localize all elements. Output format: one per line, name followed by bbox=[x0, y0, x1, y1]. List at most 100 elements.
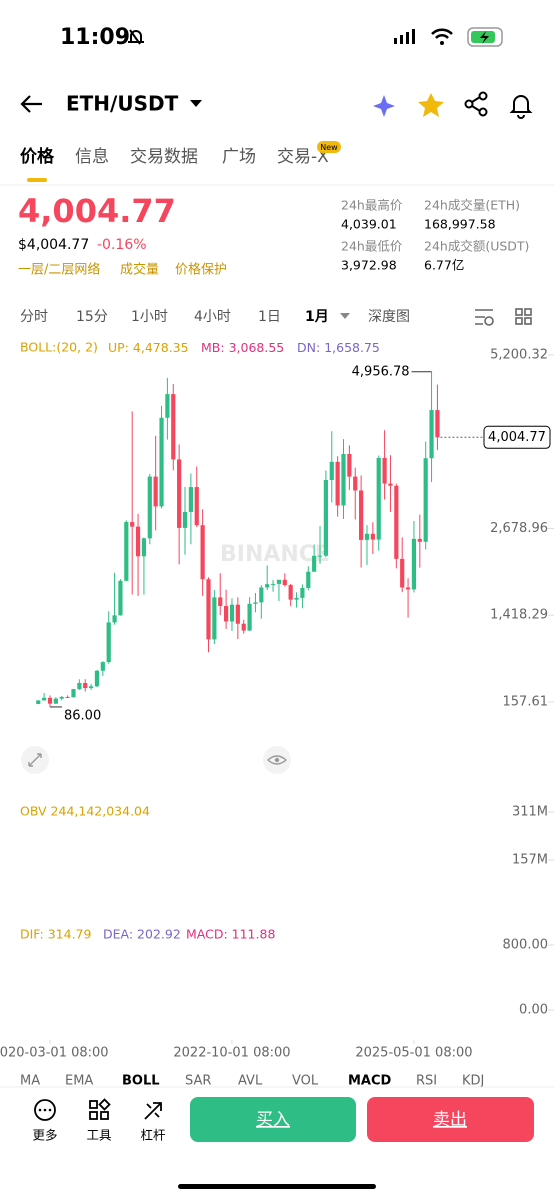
boll-name: DN: bbox=[297, 340, 320, 355]
candle-body bbox=[218, 597, 223, 606]
candle-body bbox=[341, 453, 346, 506]
indicator-tab[interactable]: EMA bbox=[65, 1074, 93, 1089]
candle-body bbox=[235, 604, 240, 624]
leverage-icon[interactable] bbox=[144, 1102, 162, 1120]
y-tick-label: 5,200.32 bbox=[490, 348, 548, 363]
indicator-tab[interactable]: AVL bbox=[238, 1074, 263, 1089]
macd-item: DIF: 314.79 bbox=[20, 927, 92, 942]
tools-icon[interactable] bbox=[89, 1098, 111, 1120]
candle-body bbox=[59, 696, 64, 699]
interval-tab[interactable]: 1小时 bbox=[131, 309, 168, 325]
more-icon[interactable] bbox=[34, 1099, 56, 1121]
candle-body bbox=[247, 603, 252, 631]
indicator-tab[interactable]: MA bbox=[20, 1074, 40, 1089]
ticker-link[interactable]: 一层/二层网络 bbox=[18, 262, 100, 278]
layout-icon[interactable] bbox=[515, 308, 532, 325]
candle-body bbox=[259, 587, 264, 603]
stat-value: 6.77亿 bbox=[424, 258, 464, 273]
tab[interactable]: 交易数据 bbox=[130, 147, 198, 167]
indicator-tab[interactable]: BOLL bbox=[122, 1074, 160, 1089]
tab[interactable]: 信息 bbox=[75, 147, 109, 167]
candle-body bbox=[294, 597, 299, 600]
indicator-tab[interactable]: KDJ bbox=[462, 1074, 484, 1089]
tab[interactable]: 价格 bbox=[20, 146, 55, 167]
pair-dropdown[interactable] bbox=[190, 100, 202, 107]
boll-name: MB: bbox=[201, 340, 225, 355]
candle-body bbox=[359, 490, 364, 540]
macd-item: MACD: 111.88 bbox=[186, 927, 275, 942]
last-price-box bbox=[483, 425, 551, 449]
interval-tab[interactable]: 分时 bbox=[20, 309, 48, 325]
candle-body bbox=[229, 604, 235, 622]
favorite-button[interactable] bbox=[418, 93, 444, 117]
stat-value: 168,997.58 bbox=[424, 217, 496, 232]
candle-body bbox=[141, 538, 147, 557]
home-indicator bbox=[178, 1184, 376, 1189]
interval-tab[interactable]: 1日 bbox=[258, 309, 281, 325]
candle-body bbox=[118, 580, 123, 616]
pair-title[interactable]: ETH/USDT bbox=[66, 92, 179, 116]
boll-value: 4,478.35 bbox=[133, 340, 189, 355]
status-icons bbox=[128, 27, 503, 47]
interval-dropdown[interactable] bbox=[340, 313, 350, 319]
candle-body bbox=[206, 579, 211, 640]
candle-body bbox=[182, 511, 188, 528]
indicator-tab[interactable]: VOL bbox=[292, 1074, 319, 1089]
expand-icon[interactable] bbox=[21, 746, 49, 774]
candle-body bbox=[88, 686, 94, 689]
tab[interactable]: 交易-X bbox=[277, 147, 329, 167]
candle-body bbox=[159, 417, 164, 507]
notification-button[interactable] bbox=[509, 95, 533, 119]
candle-body bbox=[135, 526, 141, 557]
candle-body bbox=[405, 587, 411, 590]
interval-tab[interactable]: 15分 bbox=[76, 309, 108, 325]
ai-button[interactable] bbox=[373, 95, 395, 117]
candle-body bbox=[65, 696, 70, 698]
watermark: BINANCE bbox=[220, 542, 330, 567]
tool-label[interactable]: 杠杆 bbox=[140, 1128, 166, 1143]
candle-body bbox=[112, 615, 117, 623]
sell-button[interactable] bbox=[367, 1097, 534, 1142]
sell-label[interactable]: 卖出 bbox=[433, 1110, 467, 1130]
tab[interactable]: 广场 bbox=[222, 147, 256, 167]
x-tick-label: 2025-05-01 08:00 bbox=[355, 1046, 472, 1061]
new-badge: New bbox=[320, 143, 338, 152]
candle-body bbox=[124, 522, 129, 581]
candle-body bbox=[323, 479, 328, 556]
candle-body bbox=[435, 410, 440, 438]
candle-body bbox=[212, 597, 217, 640]
candle-body bbox=[353, 476, 358, 491]
x-tick-label: 2022-10-01 08:00 bbox=[173, 1046, 290, 1061]
y-tick-label: 1,418.29 bbox=[490, 608, 548, 623]
eye-icon[interactable] bbox=[263, 746, 291, 774]
indicator-tab[interactable]: SAR bbox=[185, 1074, 211, 1089]
buy-button[interactable] bbox=[190, 1097, 356, 1142]
indicator-tab[interactable]: RSI bbox=[416, 1074, 437, 1089]
tool-label[interactable]: 更多 bbox=[32, 1128, 57, 1143]
boll-item: UP: 4,478.35 bbox=[108, 340, 189, 355]
indicator-tab[interactable]: MACD bbox=[348, 1074, 392, 1089]
boll-item: DN: 1,658.75 bbox=[297, 340, 380, 355]
ticker-link[interactable]: 成交量 bbox=[120, 262, 159, 278]
macd-item: DEA: 202.92 bbox=[103, 927, 181, 942]
candle-body bbox=[253, 602, 258, 604]
interval-tab[interactable]: 4小时 bbox=[194, 309, 231, 325]
interval-tab[interactable]: 1月 bbox=[305, 309, 329, 325]
interval-tab[interactable]: 深度图 bbox=[368, 309, 410, 325]
candle-body bbox=[47, 697, 53, 704]
back-button[interactable] bbox=[20, 95, 42, 113]
tool-label[interactable]: 工具 bbox=[86, 1128, 112, 1143]
candle-body bbox=[306, 571, 311, 588]
share-button[interactable] bbox=[464, 91, 488, 117]
candle-body bbox=[100, 662, 105, 671]
y-tick-label: 2,678.96 bbox=[490, 521, 548, 536]
stat-label: 24h最高价 bbox=[341, 198, 403, 213]
boll-value: 1,658.75 bbox=[324, 340, 380, 355]
candle-body bbox=[270, 583, 276, 585]
candle-body bbox=[188, 487, 193, 512]
ticker-link[interactable]: 价格保护 bbox=[175, 262, 227, 278]
buy-label[interactable]: 买入 bbox=[256, 1110, 290, 1130]
candle-body bbox=[364, 533, 370, 540]
stat-label: 24h成交量(ETH) bbox=[424, 198, 520, 213]
settings-icon[interactable] bbox=[475, 309, 494, 326]
